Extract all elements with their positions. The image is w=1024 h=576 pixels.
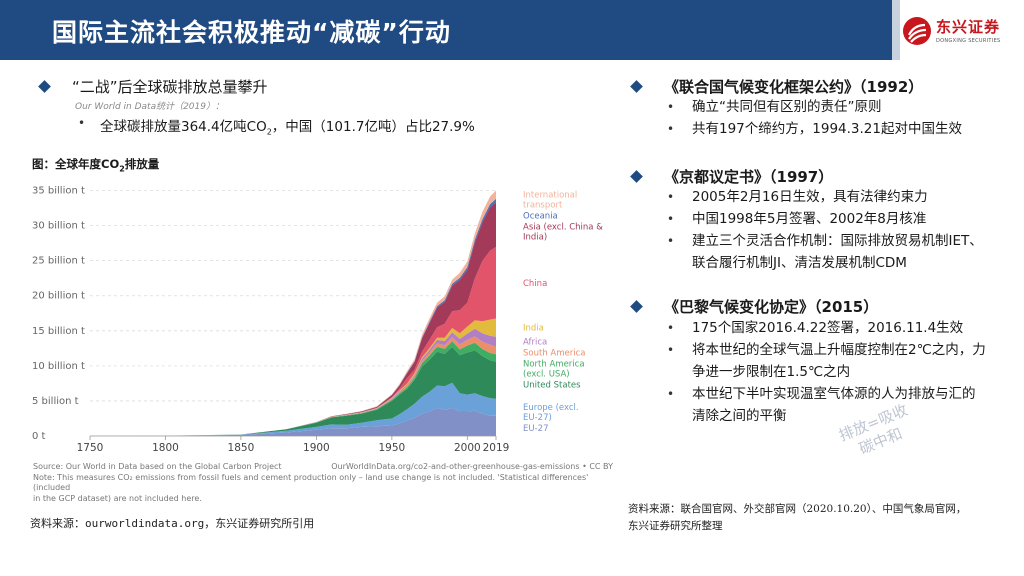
section-item-continued: 争进一步限制在1.5℃之内 [692, 364, 851, 380]
y-tick-label: 10 billion t [32, 361, 85, 372]
section-item-continued: 联合履行机制JI、清洁发展机制CDM [692, 255, 907, 271]
x-tick-label: 1950 [378, 442, 405, 454]
chart-note-line: in the GCP dataset) are not included her… [33, 493, 202, 503]
section-item: 将本世纪的全球气温上升幅度控制在2℃之内，力 [692, 342, 986, 358]
logo-english-name: DONGXING SECURITIES [936, 38, 1001, 44]
section-item: 共有197个缔约方，1994.3.21起对中国生效 [692, 121, 962, 137]
area-united-states [90, 346, 496, 436]
left-heading: “二战”后全球碳排放总量攀升 [72, 78, 268, 96]
x-tick-label: 2000 [454, 442, 481, 454]
section-item: 建立三个灵活合作机制：国际排放贸易机制IET、 [692, 233, 983, 249]
section-item-continued: 清除之间的平衡 [692, 408, 787, 424]
legend-label: International transport [523, 191, 577, 211]
x-tick-label: 2019 [483, 442, 510, 454]
logo-name: 东兴证券 [936, 18, 1001, 36]
legend-label: Oceania [523, 212, 558, 222]
y-tick-label: 25 billion t [32, 256, 85, 267]
bullet-dot-icon: • [78, 116, 86, 130]
legend-label: Europe (excl. EU-27) [523, 403, 579, 423]
bullet-dot-icon: • [667, 100, 675, 114]
title-bar-accent [892, 0, 900, 60]
left-source-note: Our World in Data统计（2019）： [75, 102, 224, 112]
left-bullet-text: 全球碳排放量364.4亿吨CO2，中国（101.7亿吨）占比27.9% [100, 119, 475, 137]
bullet-dot-icon: • [667, 387, 675, 401]
legend-label: India [523, 324, 544, 334]
section-item: 本世纪下半叶实现温室气体源的人为排放与汇的 [692, 386, 976, 402]
legend-label: North America (excl. USA) [523, 360, 585, 380]
legend-label: China [523, 279, 547, 289]
y-tick-label: 30 billion t [32, 221, 85, 232]
left-data-source: 资料来源：ourworldindata.org，东兴证券研究所引用 [30, 517, 315, 530]
bullet-diamond-icon [630, 170, 643, 183]
x-tick-label: 1750 [77, 442, 104, 454]
bullet-diamond-icon [630, 300, 643, 313]
right-data-source: 资料来源：联合国官网、外交部官网（2020.10.20）、中国气象局官网， 东兴… [628, 503, 967, 532]
section-item: 175个国家2016.4.22签署，2016.11.4生效 [692, 320, 964, 336]
bullet-dot-icon: • [667, 122, 675, 136]
legend-label: Asia (excl. China & India) [523, 223, 603, 243]
title-bar: 国际主流社会积极推动“减碳”行动 [0, 0, 892, 60]
section-heading-unfccc: 《联合国气候变化框架公约》（1992） [664, 78, 924, 96]
bullet-dot-icon: • [667, 321, 675, 335]
bullet-dot-icon: • [667, 234, 675, 248]
figure-label: 图：全球年度CO2排放量 [32, 157, 160, 174]
x-tick-label: 1850 [228, 442, 255, 454]
bullet-dot-icon: • [667, 343, 675, 357]
y-tick-label: 15 billion t [32, 326, 85, 337]
section-heading-kyoto: 《京都议定书》（1997） [664, 168, 834, 186]
legend-label: EU-27 [523, 424, 548, 434]
chart-note-line: Note: This measures CO₂ emissions from f… [33, 472, 589, 493]
legend-label: United States [523, 381, 581, 391]
bullet-diamond-icon [630, 80, 643, 93]
area-africa [90, 328, 496, 436]
chart-note-url: OurWorldInData.org/co2-and-other-greenho… [331, 462, 613, 471]
y-tick-label: 0 t [32, 431, 46, 442]
area-europe-excl-eu-27- [90, 382, 496, 436]
y-tick-label: 5 billion t [32, 396, 79, 407]
area-eu-27 [90, 407, 496, 436]
y-tick-label: 35 billion t [32, 186, 85, 197]
y-tick-label: 20 billion t [32, 291, 85, 302]
section-item: 2005年2月16日生效，具有法律约束力 [692, 189, 928, 205]
bullet-dot-icon: • [667, 212, 675, 226]
company-logo-icon [903, 17, 931, 45]
section-item: 确立“共同但有区别的责任”原则 [692, 99, 882, 115]
chart-note-source: Source: Our World in Data based on the G… [33, 462, 282, 471]
section-heading-paris: 《巴黎气候变化协定》（2015） [664, 298, 879, 316]
chart-note: Source: Our World in Data based on the G… [33, 462, 613, 504]
emissions-area-chart: 0 t 5 billion t 10 billion t 15 billion t 20… [32, 186, 603, 454]
section-item: 中国1998年5月签署、2002年8月核准 [692, 211, 927, 227]
x-tick-label: 1800 [152, 442, 179, 454]
legend-label: Africa [523, 338, 547, 348]
bullet-diamond-icon [38, 80, 51, 93]
x-tick-label: 1900 [303, 442, 330, 454]
page-title: 国际主流社会积极推动“减碳”行动 [52, 18, 451, 47]
bullet-dot-icon: • [667, 190, 675, 204]
legend-label: South America [523, 349, 585, 359]
area-india [90, 318, 496, 436]
